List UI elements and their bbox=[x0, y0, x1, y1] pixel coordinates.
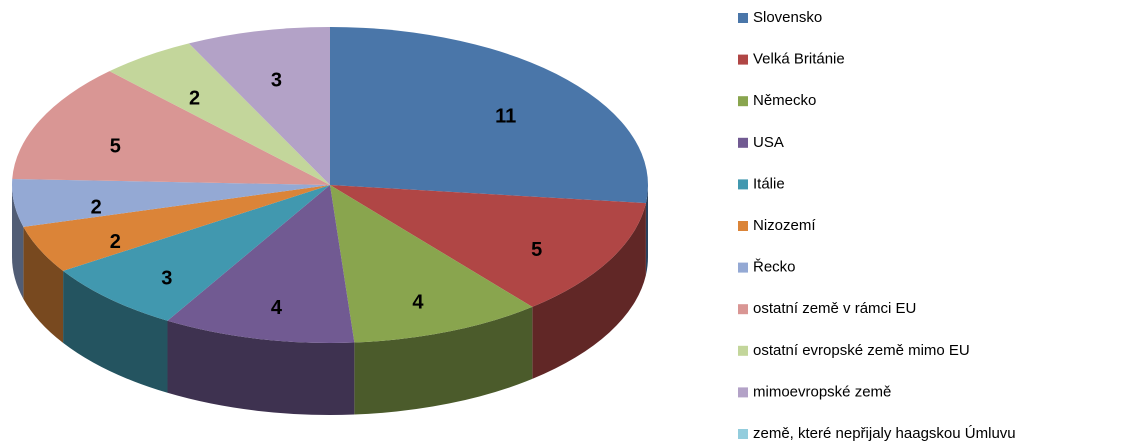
legend-label: země, které nepřijaly haagskou Úmluvu bbox=[753, 425, 1016, 441]
legend-swatch bbox=[738, 13, 748, 23]
pie-slice bbox=[330, 185, 646, 307]
legend-label: Itálie bbox=[753, 175, 785, 192]
pie-side bbox=[354, 306, 533, 415]
pie-slice bbox=[330, 27, 648, 204]
pie-side bbox=[645, 185, 648, 276]
pie-slice bbox=[12, 71, 330, 185]
data-label: 3 bbox=[161, 268, 172, 290]
legend-label: ostatní evropské země mimo EU bbox=[753, 342, 970, 359]
data-label: 3 bbox=[271, 69, 282, 91]
data-label: 11 bbox=[495, 105, 516, 127]
pie-slice bbox=[63, 185, 331, 321]
legend-swatch bbox=[738, 262, 748, 273]
pie-side bbox=[12, 185, 24, 299]
legend-swatch bbox=[738, 304, 748, 315]
legend-swatch bbox=[738, 429, 748, 439]
pie-side bbox=[167, 320, 355, 415]
legend-swatch bbox=[738, 179, 748, 190]
pie-side bbox=[23, 226, 64, 343]
legend-label: Velká Británie bbox=[753, 51, 845, 68]
legend-swatch bbox=[738, 54, 748, 65]
legend-swatch bbox=[738, 137, 748, 148]
legend-swatch bbox=[738, 221, 748, 231]
pie-slice bbox=[11, 178, 330, 227]
data-label: 5 bbox=[110, 135, 121, 157]
legend-label: Německo bbox=[753, 92, 816, 109]
legend-swatch bbox=[738, 96, 748, 107]
pie-slice bbox=[188, 27, 330, 185]
data-label: 2 bbox=[189, 88, 200, 110]
pie-slice bbox=[23, 185, 330, 271]
legend-swatch bbox=[738, 387, 748, 398]
data-label: 2 bbox=[91, 197, 102, 219]
pie-side bbox=[532, 203, 646, 379]
legend-label: Nizozemí bbox=[753, 217, 816, 234]
legend-label: mimoevropské země bbox=[753, 383, 891, 400]
data-label: 5 bbox=[531, 239, 542, 261]
pie-slice bbox=[167, 185, 355, 343]
legend-label: ostatní země v rámci EU bbox=[753, 300, 916, 317]
pie-side bbox=[63, 270, 168, 393]
data-label: 4 bbox=[412, 292, 424, 314]
data-label: 4 bbox=[271, 297, 283, 319]
pie-slice bbox=[109, 43, 330, 186]
data-label: 2 bbox=[110, 231, 121, 253]
legend-swatch bbox=[738, 345, 748, 356]
legend-label: Řecko bbox=[753, 259, 796, 276]
pie-slice bbox=[330, 185, 533, 343]
legend-label: Slovensko bbox=[753, 9, 822, 26]
legend-label: USA bbox=[753, 134, 784, 151]
